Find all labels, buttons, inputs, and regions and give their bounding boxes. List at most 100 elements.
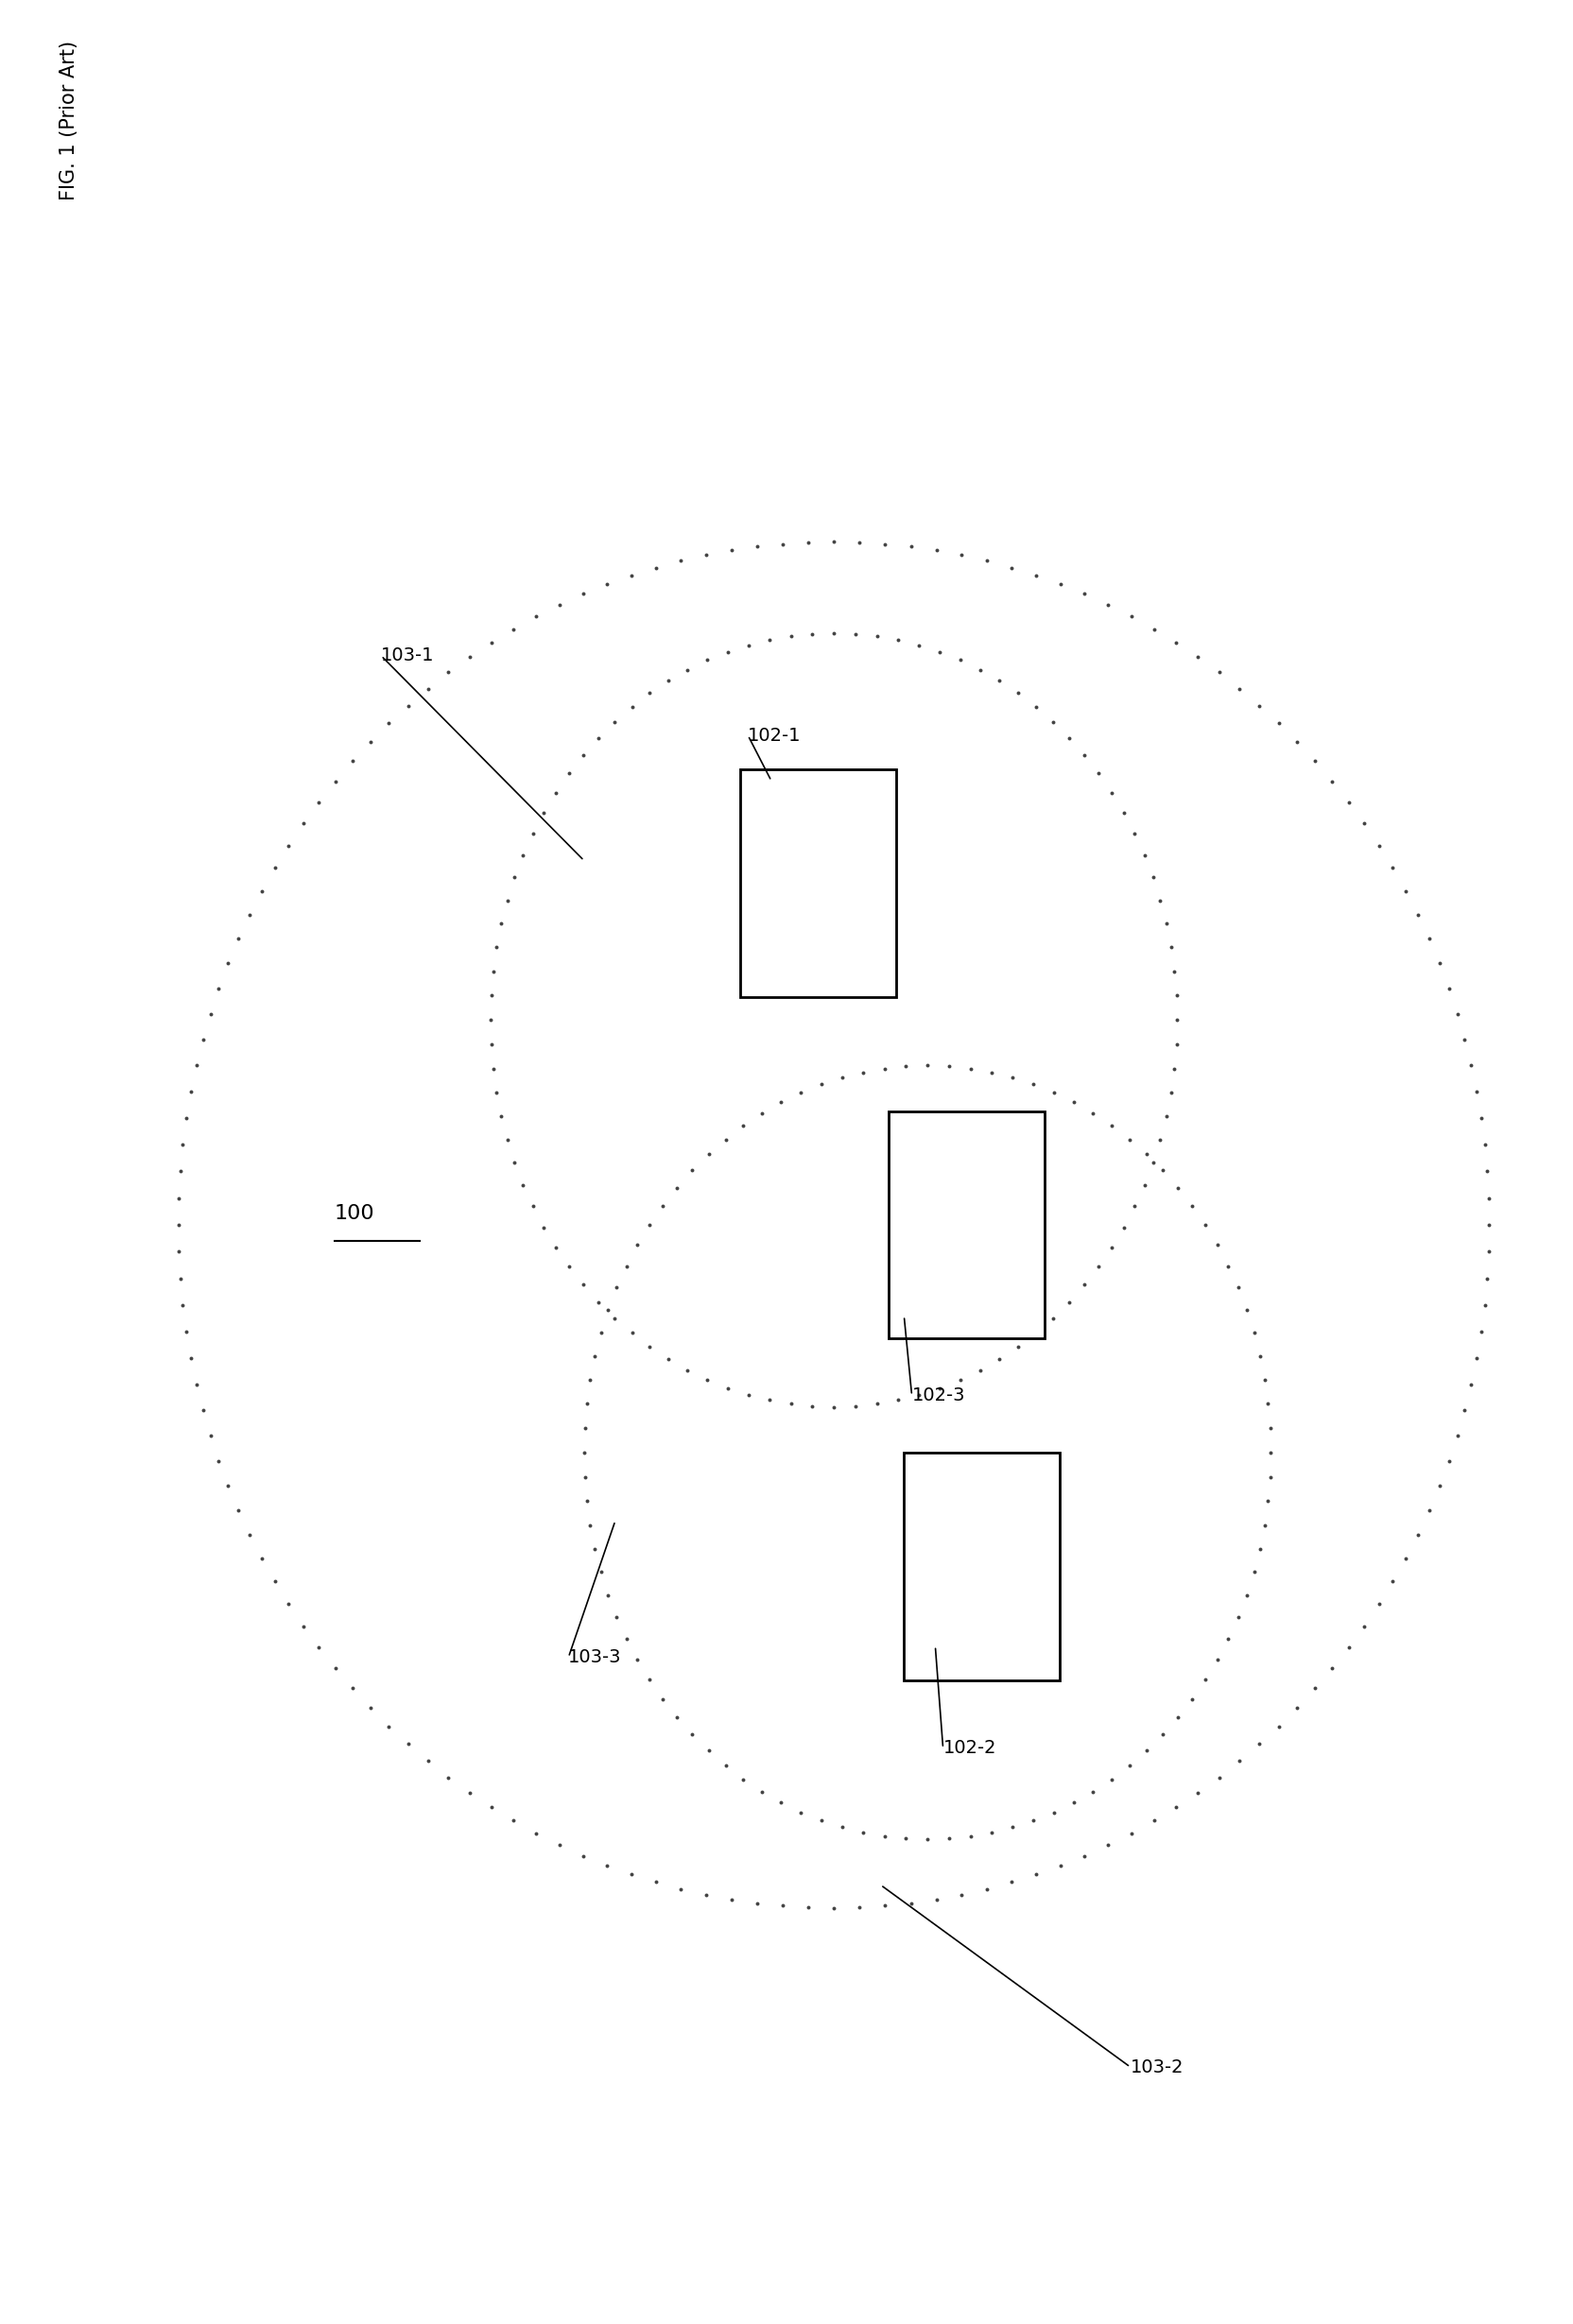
Point <box>1246 688 1271 725</box>
Point <box>307 1629 332 1666</box>
Point <box>613 1248 639 1285</box>
Point <box>573 1411 598 1448</box>
Point <box>340 1669 365 1706</box>
Point <box>291 1608 316 1645</box>
Point <box>184 1367 209 1404</box>
Point <box>926 634 952 672</box>
Point <box>719 532 744 569</box>
Point <box>510 1167 535 1204</box>
Text: 100: 100 <box>333 1204 374 1222</box>
Point <box>1022 1315 1048 1353</box>
Point <box>637 1662 662 1699</box>
Point <box>643 1864 669 1901</box>
Point <box>821 614 846 651</box>
Point <box>713 1120 738 1157</box>
Point <box>263 1564 288 1601</box>
Point <box>974 541 999 579</box>
Point <box>1225 1269 1251 1306</box>
Point <box>1335 783 1361 820</box>
Point <box>1118 597 1144 634</box>
Point <box>543 774 568 811</box>
Point <box>602 704 628 741</box>
Point <box>478 1789 503 1827</box>
Point <box>794 523 820 560</box>
Point <box>167 1178 192 1215</box>
Point <box>999 1864 1024 1901</box>
Point <box>618 558 643 595</box>
Point <box>749 1773 774 1810</box>
Point <box>557 1248 582 1285</box>
Point <box>871 1050 897 1088</box>
Point <box>1427 946 1452 983</box>
Point <box>168 1260 193 1297</box>
Point <box>1071 737 1096 774</box>
Point <box>291 804 316 841</box>
Point <box>680 1715 705 1752</box>
Point <box>546 1827 571 1864</box>
Point <box>842 1387 867 1425</box>
Point <box>1115 1120 1140 1157</box>
Point <box>376 704 401 741</box>
Point <box>543 1229 568 1267</box>
Point <box>249 1541 274 1578</box>
Point <box>1436 1443 1461 1480</box>
Point <box>1416 1492 1441 1529</box>
Point <box>1302 1669 1328 1706</box>
Point <box>768 1083 793 1120</box>
Point <box>502 860 527 897</box>
Point <box>936 1048 961 1085</box>
Point <box>1060 1785 1085 1822</box>
Point <box>167 1234 192 1271</box>
Point <box>829 1060 854 1097</box>
Point <box>893 1048 919 1085</box>
Point <box>714 1369 739 1406</box>
Point <box>494 1120 519 1157</box>
Point <box>521 1188 546 1225</box>
Point <box>494 881 519 918</box>
Point <box>777 1385 802 1422</box>
Point <box>958 1817 983 1855</box>
Point <box>1227 669 1252 706</box>
Text: 103-1: 103-1 <box>381 646 434 665</box>
Point <box>986 1341 1011 1378</box>
Point <box>1257 1457 1282 1494</box>
Point <box>714 634 739 672</box>
Point <box>1427 1466 1452 1504</box>
Point <box>692 1875 717 1913</box>
Point <box>799 616 824 653</box>
Point <box>947 1362 972 1399</box>
Point <box>1468 1099 1493 1136</box>
Point <box>846 1889 871 1927</box>
Text: 102-1: 102-1 <box>747 727 801 744</box>
Point <box>1071 1838 1096 1875</box>
Point <box>923 1880 949 1917</box>
Point <box>886 1380 911 1418</box>
Point <box>757 1380 782 1418</box>
Point <box>1241 1315 1266 1353</box>
Point <box>886 621 911 658</box>
Point <box>1471 1125 1496 1162</box>
Point <box>1079 1095 1104 1132</box>
Point <box>829 1808 854 1845</box>
Point <box>1468 1313 1493 1350</box>
Point <box>1158 930 1183 967</box>
Point <box>1474 1153 1499 1190</box>
Point <box>165 1206 190 1243</box>
Point <box>1000 1060 1026 1097</box>
Point <box>1158 1074 1183 1111</box>
Point <box>1206 1759 1232 1796</box>
Point <box>620 688 645 725</box>
Point <box>669 541 694 579</box>
Point <box>1255 1385 1280 1422</box>
Point <box>1444 1418 1469 1455</box>
Point <box>788 1794 813 1831</box>
Point <box>170 1287 195 1325</box>
Point <box>730 1106 755 1143</box>
Point <box>1098 774 1123 811</box>
Point <box>227 920 252 957</box>
Point <box>1005 1327 1030 1364</box>
Point <box>1164 1699 1189 1736</box>
Point <box>914 1820 939 1857</box>
Point <box>569 1838 595 1875</box>
Point <box>588 1552 613 1590</box>
